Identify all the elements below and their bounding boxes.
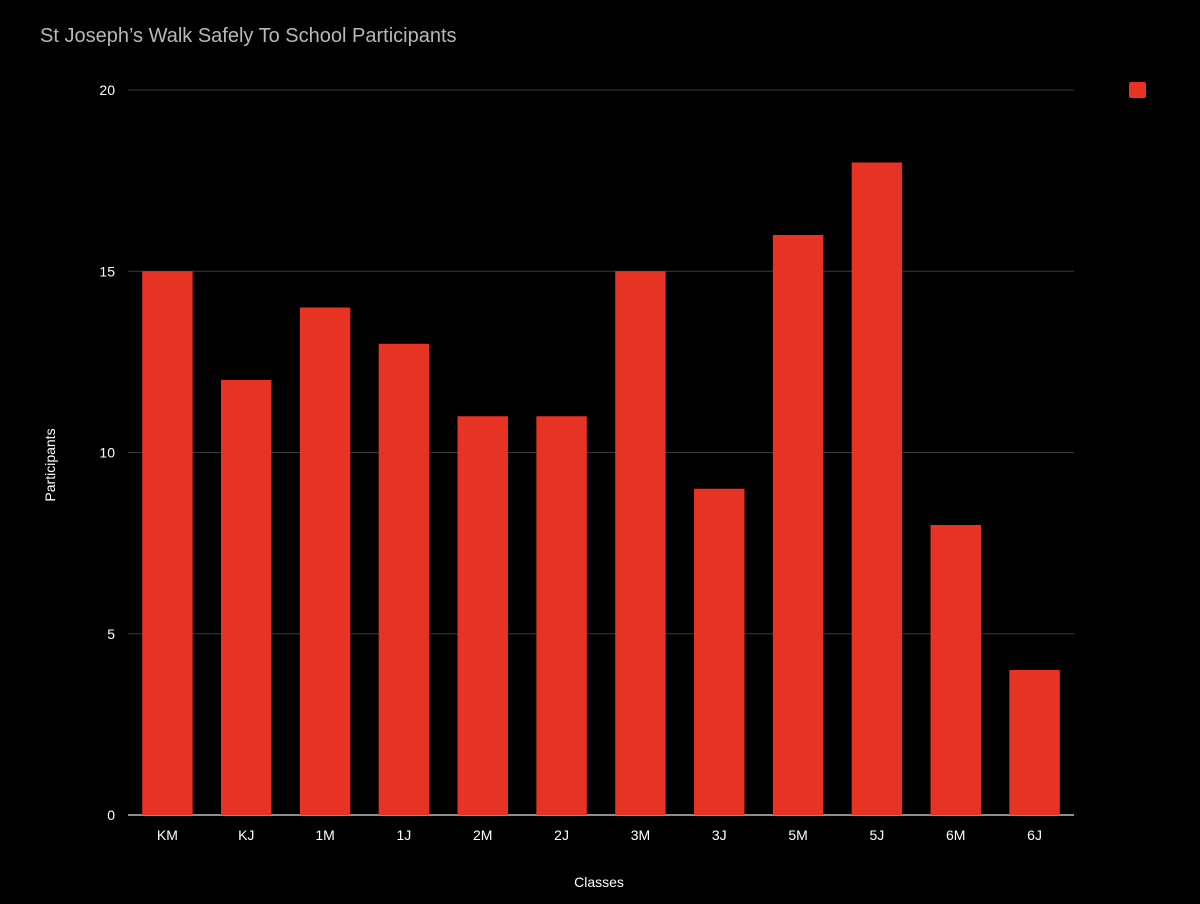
x-tick-label: 5J [870,827,885,843]
grid-layer [128,89,1074,816]
x-tick-label: KM [157,827,178,843]
bar-2m [457,416,508,815]
x-tick-label: 6M [946,827,965,843]
bar-6m [930,525,981,815]
x-tick-label: 2J [554,827,569,843]
bar-3j [694,488,745,815]
y-tick-label: 0 [107,807,115,823]
x-tick-label: 3J [712,827,727,843]
x-tick-label: 2M [473,827,492,843]
y-axis-title: Participants [42,428,58,501]
bar-5m [772,235,824,815]
bar-km [142,271,193,815]
chart-title: St Joseph’s Walk Safely To School Partic… [40,25,457,47]
x-tick-label: KJ [238,827,254,843]
legend-swatch [1129,82,1146,98]
bar-6j [1009,670,1060,815]
bar-1m [299,307,351,815]
x-axis-title: Classes [574,874,624,890]
bars-layer [142,162,1060,815]
x-tick-label: 5M [788,827,807,843]
y-tick-label: 15 [99,263,115,279]
bar-5j [851,162,903,815]
x-axis-ticks: KM KJ 1M 1J 2M 2J 3M 3J 5M 5J 6M 6J [157,827,1042,843]
x-tick-label: 3M [631,827,650,843]
y-axis-ticks: 0 5 10 15 20 [99,82,115,823]
y-tick-label: 10 [99,445,115,461]
x-tick-label: 1J [397,827,412,843]
bar-1j [378,343,430,815]
bar-3m [615,271,666,815]
x-tick-label: 6J [1027,827,1042,843]
bar-kj [221,380,272,815]
bar-2j [536,416,587,815]
y-tick-label: 5 [107,626,115,642]
y-tick-label: 20 [99,82,115,98]
x-tick-label: 1M [315,827,334,843]
